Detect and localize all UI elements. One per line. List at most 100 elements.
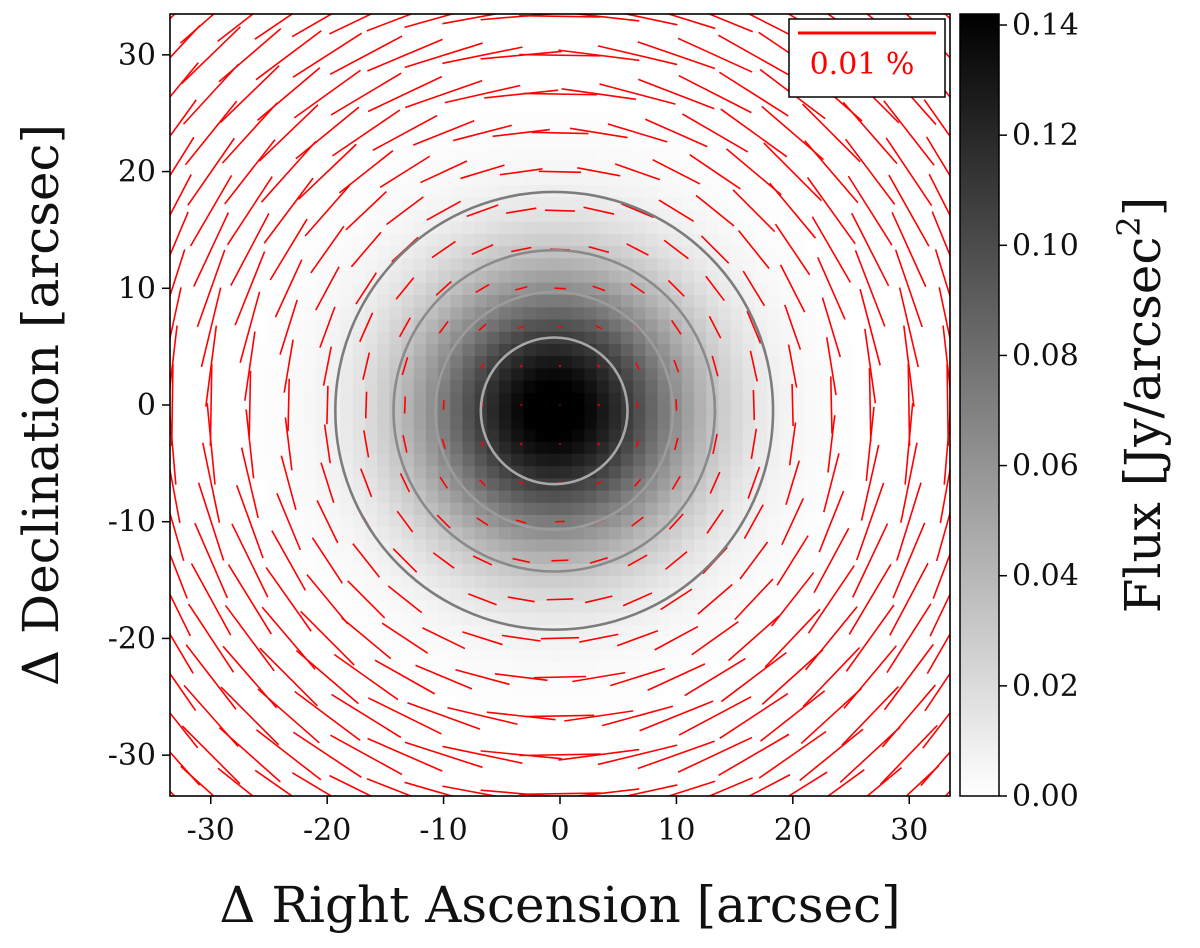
heatmap-cell — [560, 111, 573, 125]
heatmap-cell — [803, 441, 817, 455]
heatmap-cell — [438, 380, 451, 394]
heatmap-cell — [462, 380, 476, 394]
heatmap-cell — [694, 148, 707, 162]
polarization-vector — [889, 562, 929, 636]
heatmap-cell — [706, 514, 720, 528]
heatmap-cell — [620, 246, 634, 259]
heatmap-cell — [304, 307, 317, 321]
polarization-vector — [260, 140, 317, 203]
heatmap-cell — [840, 466, 854, 479]
heatmap-cell — [511, 392, 525, 406]
polarization-vector — [231, 523, 269, 598]
heatmap-cell — [669, 185, 683, 198]
heatmap-cell — [755, 368, 768, 382]
heatmap-cell — [279, 490, 293, 504]
heatmap-cell — [413, 172, 427, 186]
heatmap-cell — [389, 319, 403, 333]
heatmap-cell — [450, 392, 464, 406]
heatmap-cell — [535, 502, 549, 516]
heatmap-cell — [669, 441, 683, 455]
heatmap-cell — [608, 148, 622, 162]
heatmap-cell — [633, 307, 646, 321]
polarization-vector — [501, 634, 541, 642]
heatmap-cell — [681, 282, 695, 296]
heatmap-cell — [706, 160, 720, 174]
heatmap-cell — [608, 686, 622, 699]
heatmap-cell — [645, 270, 659, 284]
heatmap-cell — [511, 319, 525, 333]
heatmap-cell — [803, 295, 817, 308]
heatmap-cell — [535, 246, 549, 259]
heatmap-cell — [535, 148, 549, 162]
heatmap-cell — [608, 661, 622, 675]
heatmap-cell — [620, 233, 634, 247]
heatmap-cell — [730, 600, 744, 614]
heatmap-cell — [694, 331, 707, 345]
polarization-vector — [244, 331, 256, 401]
heatmap-cell — [584, 380, 598, 394]
heatmap-cell — [291, 343, 305, 357]
polarization-vector — [472, 555, 493, 566]
heatmap-cell — [535, 600, 549, 614]
polarization-vector — [881, 684, 937, 748]
heatmap-cell — [803, 563, 817, 577]
polarization-vector — [718, 71, 789, 117]
heatmap-cell — [511, 453, 525, 467]
heatmap-cell — [840, 441, 854, 455]
heatmap-cell — [377, 160, 390, 174]
heatmap-cell — [681, 233, 695, 247]
polarization-vector — [367, 75, 443, 113]
heatmap-cell — [755, 551, 768, 565]
heatmap-cell — [730, 405, 744, 418]
polarization-vector — [774, 223, 811, 276]
heatmap-cell — [425, 576, 439, 589]
polarization-vector — [209, 364, 213, 446]
polarization-vector — [439, 476, 449, 489]
heatmap-cell — [596, 270, 610, 284]
heatmap-cell — [255, 356, 269, 369]
polarization-vector — [331, 693, 402, 739]
heatmap-cell — [377, 466, 390, 479]
heatmap-cell — [328, 429, 342, 443]
heatmap-cell — [316, 258, 330, 272]
heatmap-cell — [560, 673, 573, 687]
polarization-vector — [848, 563, 892, 635]
heatmap-cell — [572, 295, 585, 308]
polarization-vector — [868, 368, 872, 442]
heatmap-cell — [608, 514, 622, 528]
polarization-vector — [257, 688, 320, 744]
heatmap-cell — [535, 258, 549, 272]
heatmap-cell — [499, 563, 512, 577]
heatmap-cell — [657, 380, 671, 394]
heatmap-cell — [365, 270, 378, 284]
heatmap-cell — [365, 624, 378, 638]
heatmap-cell — [328, 514, 342, 528]
heatmap-cell — [645, 331, 659, 345]
heatmap-cell — [633, 368, 646, 382]
polarization-vector — [323, 424, 331, 464]
heatmap-cell — [681, 258, 695, 272]
heatmap-cell — [377, 356, 390, 369]
heatmap-cell — [815, 331, 829, 345]
polarization-vector — [584, 595, 613, 604]
heatmap-cell — [462, 148, 476, 162]
heatmap-cell — [267, 356, 281, 369]
heatmap-cell — [608, 539, 622, 553]
polarization-vector — [623, 784, 678, 796]
heatmap-cell — [730, 356, 744, 369]
heatmap-cell — [425, 551, 439, 565]
polarization-vector — [367, 38, 443, 72]
heatmap-cell — [316, 270, 330, 284]
heatmap-cell — [803, 490, 817, 504]
heatmap-cell — [535, 441, 549, 455]
heatmap-cell — [718, 600, 732, 614]
heatmap-cell — [572, 710, 585, 724]
heatmap-cell — [755, 417, 768, 431]
heatmap-cell — [608, 185, 622, 198]
heatmap-cell — [767, 490, 780, 504]
polarization-vector — [170, 211, 189, 258]
heatmap-cell — [584, 649, 598, 663]
heatmap-cell — [730, 563, 744, 577]
polarization-vector — [265, 566, 312, 632]
heatmap-cell — [755, 392, 768, 406]
